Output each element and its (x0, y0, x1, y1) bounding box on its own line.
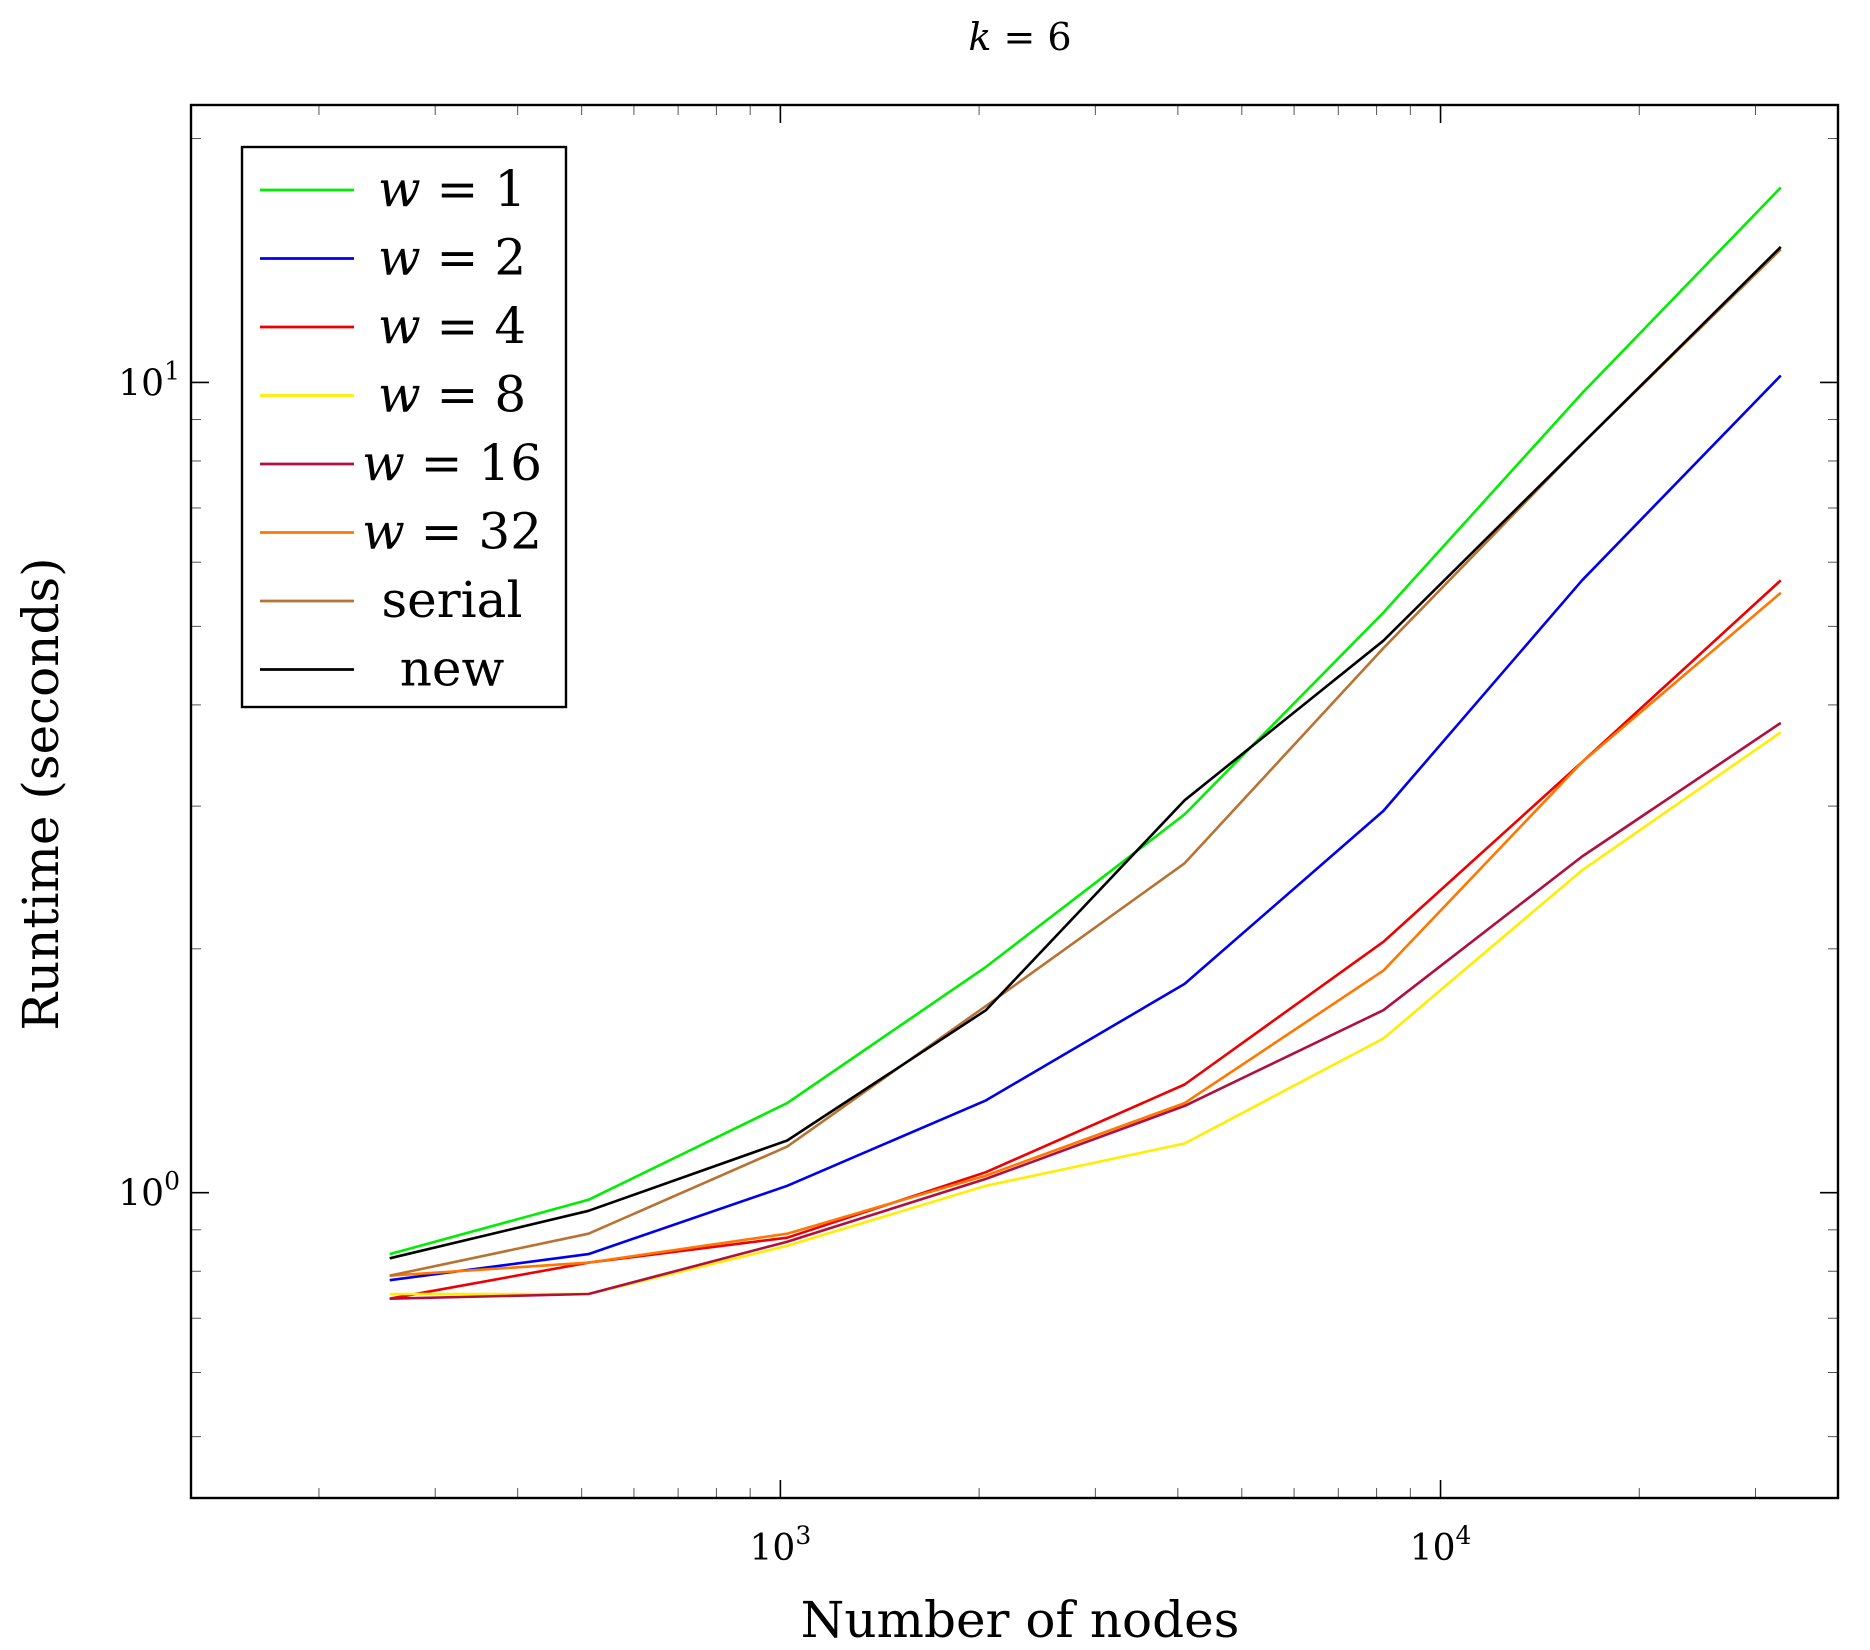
x-tick-label-exponent: 4 (1455, 1521, 1471, 1550)
legend-label-var: w (378, 297, 421, 355)
legend-label-rest: = 4 (421, 297, 527, 355)
legend-label-rest: = 32 (405, 503, 542, 561)
series-line-w-2 (389, 374, 1782, 1282)
minor-ticks (191, 105, 1838, 1498)
x-tick-label-base: 10 (750, 1528, 796, 1569)
legend-label-rest: = 8 (421, 366, 527, 424)
plot-frame (189, 103, 1840, 1500)
chart-title-var: k (968, 15, 991, 59)
x-tick-label-base: 10 (1410, 1528, 1456, 1569)
x-tick-label: 104 (1410, 1521, 1472, 1569)
legend-box (240, 145, 568, 709)
series-lines (389, 186, 1782, 1300)
y-tick-label: 100 (118, 1167, 180, 1215)
major-ticks (191, 105, 1838, 1498)
x-tick-label-exponent: 3 (795, 1521, 811, 1550)
x-tick-label: 103 (750, 1521, 812, 1569)
y-tick-label-exponent: 1 (164, 356, 180, 385)
series-line-w-8 (389, 731, 1782, 1296)
legend-label-var: w (378, 229, 421, 287)
legend-label-var: w (378, 160, 421, 218)
legend-label: w = 1 (378, 160, 526, 218)
legend-label: w = 8 (378, 366, 526, 424)
legend-label-rest: = 2 (421, 229, 527, 287)
legend-label: serial (382, 571, 523, 629)
legend-label: w = 2 (378, 229, 526, 287)
series-line-new (389, 245, 1782, 1260)
chart-title-rest: = 6 (991, 15, 1071, 59)
series-line-w-16 (389, 721, 1782, 1300)
legend-label-rest: = 16 (405, 434, 542, 492)
legend-label-var: w (378, 366, 421, 424)
series-line-w-32 (389, 591, 1782, 1277)
legend-label-rest: = 1 (421, 160, 527, 218)
legend-label: new (400, 640, 505, 698)
legend-label-var: w (362, 434, 405, 492)
y-tick-label-base: 10 (118, 363, 164, 404)
chart-title: k = 6 (968, 15, 1071, 59)
y-axis-label: Runtime (seconds) (12, 557, 70, 1030)
y-tick-label: 101 (118, 356, 180, 404)
y-tick-label-base: 10 (118, 1174, 164, 1215)
legend-label: w = 32 (362, 503, 542, 561)
legend: w = 1w = 2w = 4w = 8w = 16w = 32serialne… (240, 145, 568, 709)
series-line-w-1 (389, 186, 1782, 1256)
y-tick-label-exponent: 0 (164, 1167, 180, 1196)
series-line-w-4 (389, 579, 1782, 1300)
x-axis-label: Number of nodes (801, 1591, 1240, 1649)
legend-label: w = 16 (362, 434, 542, 492)
legend-label: w = 4 (378, 297, 526, 355)
legend-label-var: w (362, 503, 405, 561)
